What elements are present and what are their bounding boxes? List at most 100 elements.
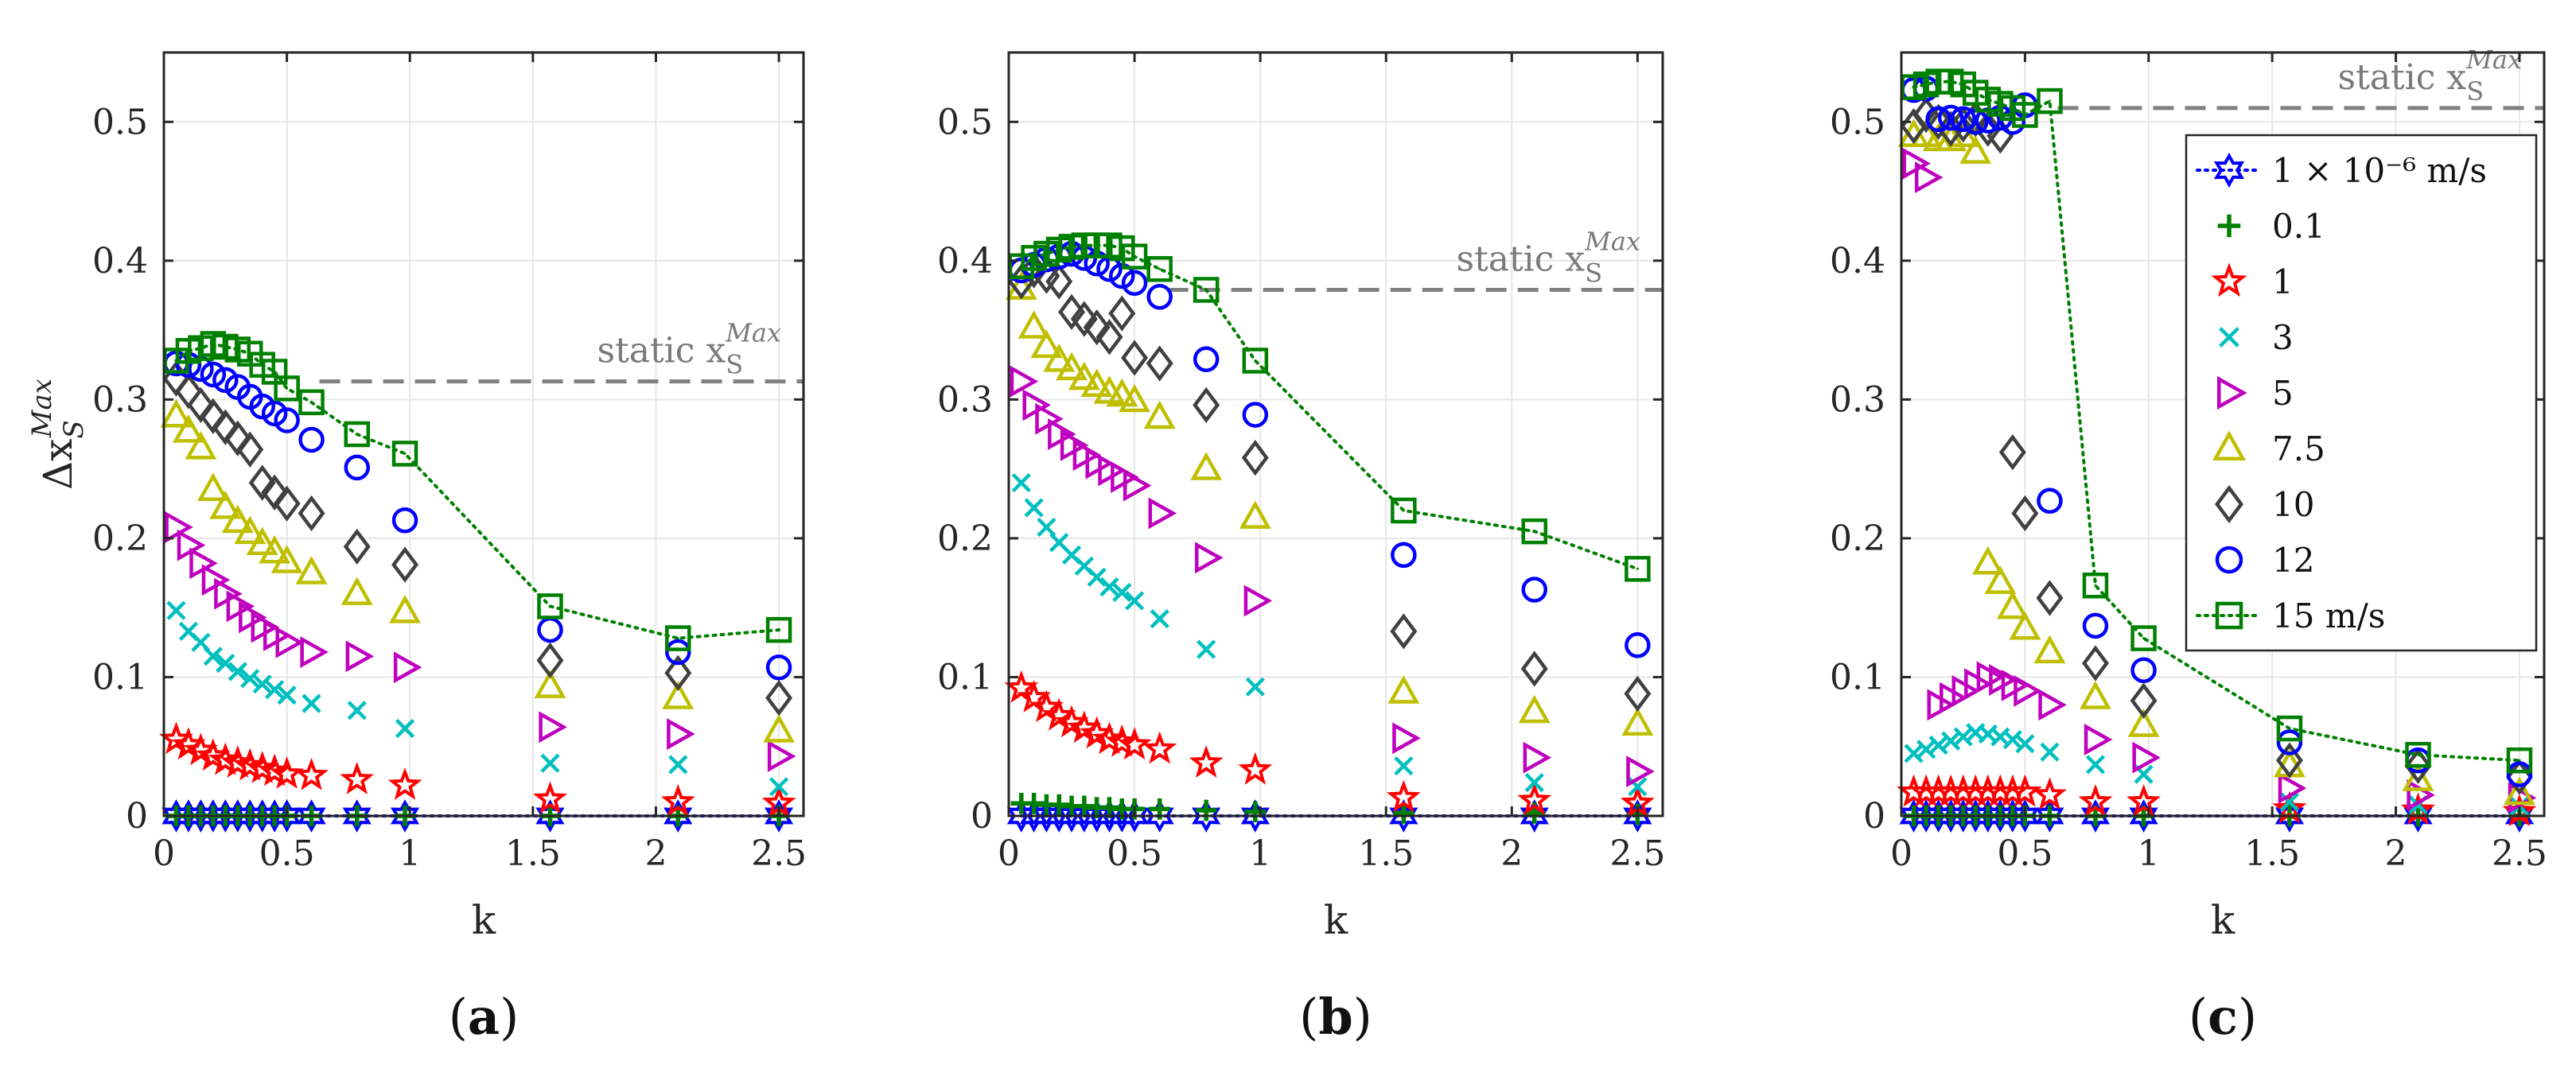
data-point: [2276, 715, 2303, 742]
data-point: [665, 639, 691, 666]
data-point: [1195, 799, 1217, 821]
data-point: [2015, 734, 2035, 754]
data-point: [1239, 500, 1271, 529]
data-point: [391, 507, 418, 534]
data-point: [166, 600, 186, 620]
data-point: [767, 740, 796, 772]
legend-marker: [2217, 214, 2241, 238]
y-tick-label: 0.5: [1830, 102, 1885, 142]
data-point: [212, 367, 239, 394]
data-point: [2081, 645, 2109, 682]
legend-label: 0.1: [2272, 207, 2325, 246]
data-point: [2037, 487, 2063, 515]
legend-marker: [2211, 262, 2247, 297]
data-point: [1011, 473, 1031, 493]
data-point: [660, 783, 695, 817]
data-point: [537, 616, 563, 643]
data-point: [2503, 776, 2535, 806]
data-point: [1621, 707, 1654, 736]
data-point: [1010, 365, 1039, 398]
data-point: [763, 714, 796, 743]
data-point: [391, 546, 419, 583]
series-15: [1901, 68, 2533, 774]
data-point: [1950, 106, 1976, 133]
data-point: [1123, 469, 1152, 502]
data-point: [765, 654, 792, 681]
static-max-label: static xSMax: [1456, 226, 1640, 288]
data-point: [1518, 694, 1551, 724]
data-point: [2033, 635, 2066, 664]
data-point: [2129, 799, 2158, 833]
data-point: [224, 420, 251, 456]
data-point: [261, 474, 289, 511]
data-point: [1112, 582, 1132, 603]
data-point: [1244, 801, 1267, 823]
data-point: [1959, 135, 1992, 164]
data-point: [1625, 632, 1651, 658]
data-point: [389, 595, 421, 623]
data-point: [265, 680, 285, 700]
series-line: [1019, 243, 1640, 571]
data-point: [2080, 799, 2111, 833]
legend: 1 × 10⁻⁶ m/s 0.1 1 3 5 7.5 10 12 15 m/s: [2185, 134, 2538, 652]
data-point: [228, 662, 247, 682]
legend-box: [2185, 134, 2538, 652]
data-point: [2002, 729, 2022, 750]
data-point: [1018, 310, 1050, 339]
data-point: [1243, 584, 1273, 617]
x-axis-label: k: [472, 897, 496, 943]
data-point: [240, 669, 260, 689]
data-point: [1193, 346, 1220, 372]
data-point: [1080, 368, 1113, 398]
series-12: [163, 350, 792, 681]
data-point: [539, 711, 567, 744]
data-point: [1520, 799, 1549, 833]
data-point: [300, 636, 329, 668]
y-tick-label: 0.2: [92, 518, 148, 559]
data-point: [1068, 361, 1100, 390]
data-point: [2007, 774, 2042, 807]
data-point: [664, 654, 692, 691]
series-5: [1010, 365, 1655, 788]
series-3: [166, 600, 789, 797]
data-point: [2033, 777, 2067, 810]
data-point: [2405, 741, 2431, 768]
data-point: [1146, 256, 1173, 282]
data-point: [1953, 727, 1973, 747]
data-point: [343, 528, 371, 565]
series-12: [1008, 240, 1651, 658]
data-point: [1148, 497, 1177, 530]
x-tick-label: 2: [2385, 833, 2407, 874]
legend-marker: [2219, 327, 2239, 348]
data-point: [1390, 613, 1418, 650]
data-point: [1067, 710, 1102, 744]
panel-1: static xSMax 0 0.5 1 1.5 2 2.5 0 0.1 0.2 0.3 0.4 0.5…: [937, 51, 1665, 1046]
data-point: [1625, 556, 1651, 582]
data-point: [663, 799, 693, 833]
data-point: [342, 799, 372, 833]
x-tick-label: 0.5: [1997, 833, 2053, 874]
data-point: [1623, 799, 1652, 833]
data-point: [2403, 799, 2433, 833]
data-point: [534, 670, 566, 698]
data-point: [1029, 689, 1064, 723]
data-point: [1070, 301, 1098, 337]
data-point: [391, 441, 418, 467]
data-point: [1971, 546, 2004, 575]
data-point: [1108, 295, 1136, 332]
data-point: [298, 426, 325, 453]
data-point: [1146, 283, 1173, 310]
data-point: [2078, 783, 2113, 817]
axes-frame: [162, 51, 805, 818]
x-tick-label: 1.5: [1358, 833, 1414, 874]
data-point: [185, 431, 217, 460]
data-point: [1121, 340, 1149, 376]
data-point: [1024, 498, 1044, 518]
static-max-label: static xSMax: [2337, 45, 2522, 107]
data-point: [277, 685, 297, 705]
data-point: [203, 647, 223, 666]
data-point: [252, 674, 272, 694]
series-line: [174, 342, 781, 640]
data-point: [1193, 386, 1220, 423]
